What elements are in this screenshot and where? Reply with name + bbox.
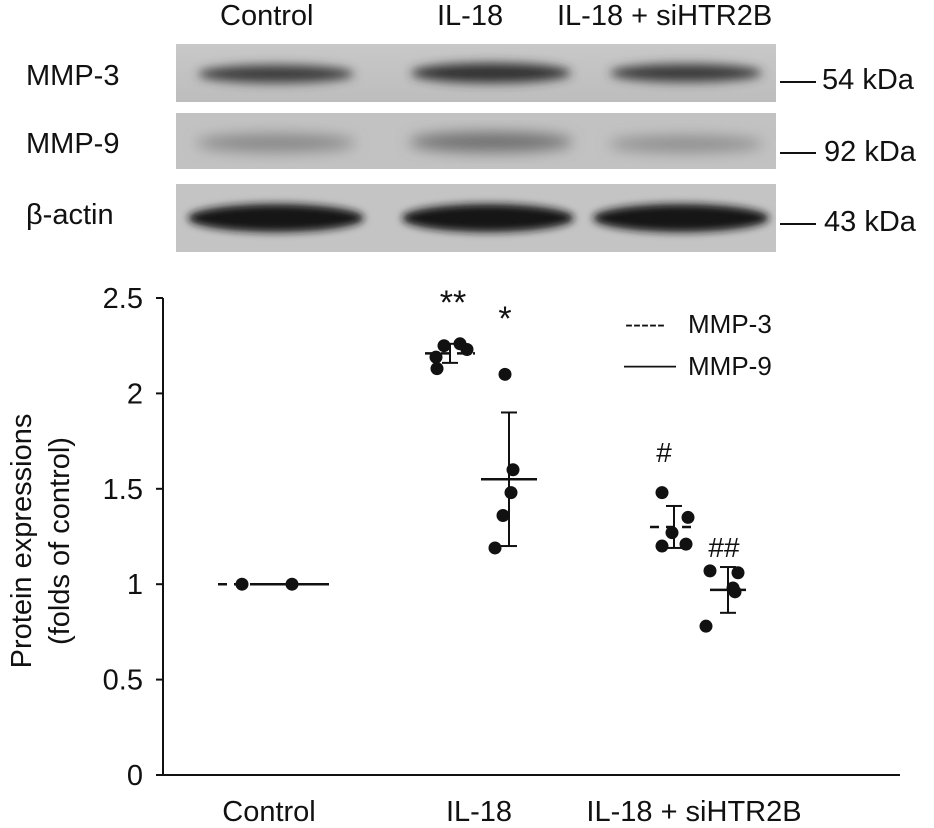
data-point xyxy=(681,510,695,524)
blot-strip-mmp9 xyxy=(176,113,776,169)
data-point xyxy=(679,537,693,551)
y-tick-label: 2 xyxy=(127,378,143,410)
data-point xyxy=(496,509,510,523)
data-point xyxy=(665,526,679,540)
blot-strip-beta-actin xyxy=(176,184,776,252)
kda-tick-43 xyxy=(780,223,816,225)
blot-strip-mmp3 xyxy=(176,44,776,102)
y-tick-label: 2.5 xyxy=(103,283,143,315)
data-point xyxy=(430,362,444,376)
significance-marker: * xyxy=(498,300,511,338)
data-point xyxy=(731,566,745,580)
lane-label-control: Control xyxy=(220,0,314,32)
kda-label-43: 43 kDa xyxy=(824,206,916,238)
kda-label-92: 92 kDa xyxy=(824,136,916,168)
band xyxy=(411,63,571,83)
data-point xyxy=(655,486,669,500)
band xyxy=(198,65,354,83)
y-tick-label: 1.5 xyxy=(103,474,143,506)
legend-marker-mmp9: —— xyxy=(624,349,676,379)
data-point xyxy=(504,486,518,500)
kda-tick-54 xyxy=(780,81,816,83)
legend-marker-mmp3: ----- xyxy=(625,311,665,338)
row-label-mmp9: MMP-9 xyxy=(26,128,120,160)
kda-tick-92 xyxy=(780,152,816,154)
band xyxy=(196,134,356,152)
axes: 0 0.5 1 1.5 2 2.5 Control IL-18 IL-18 + siHTR2B xyxy=(103,283,900,828)
y-tick-label: 1 xyxy=(127,569,143,601)
data-point xyxy=(699,619,713,633)
y-tick-label: 0.5 xyxy=(103,665,143,697)
data-point xyxy=(285,577,299,591)
band xyxy=(188,204,364,232)
row-label-mmp3: MMP-3 xyxy=(26,60,120,92)
data-point xyxy=(488,541,502,555)
x-tick-label: Control xyxy=(222,796,316,828)
x-tick-label: IL-18 + siHTR2B xyxy=(586,796,801,828)
band xyxy=(409,132,573,152)
data-point xyxy=(728,585,742,599)
significance-marker: ** xyxy=(440,284,466,322)
data-point xyxy=(437,339,451,353)
plot-marks: ** # * ## xyxy=(218,284,746,633)
significance-marker: # xyxy=(656,437,672,468)
data-point xyxy=(235,577,249,591)
y-axis-label-line2: (folds of control) xyxy=(44,437,76,645)
y-axis-label-line1: Protein expressions xyxy=(6,414,38,669)
y-tick-label: 0 xyxy=(127,760,143,792)
lane-label-il18: IL-18 xyxy=(437,0,504,32)
significance-marker: ## xyxy=(708,532,740,563)
data-point xyxy=(655,539,669,553)
data-point xyxy=(429,350,443,364)
band xyxy=(608,136,764,152)
band xyxy=(593,204,769,232)
kda-label-54: 54 kDa xyxy=(822,64,914,96)
band xyxy=(610,64,762,82)
data-point xyxy=(506,463,520,477)
data-point xyxy=(460,343,474,357)
lane-label-il18-sihtr2b: IL-18 + siHTR2B xyxy=(557,0,773,32)
data-point xyxy=(703,564,717,578)
row-label-beta-actin: β-actin xyxy=(26,199,114,231)
x-tick-label: IL-18 xyxy=(446,796,512,828)
legend-label-mmp3: MMP-3 xyxy=(688,309,772,339)
legend-label-mmp9: MMP-9 xyxy=(688,351,772,381)
band xyxy=(402,204,574,232)
data-point xyxy=(498,367,512,381)
